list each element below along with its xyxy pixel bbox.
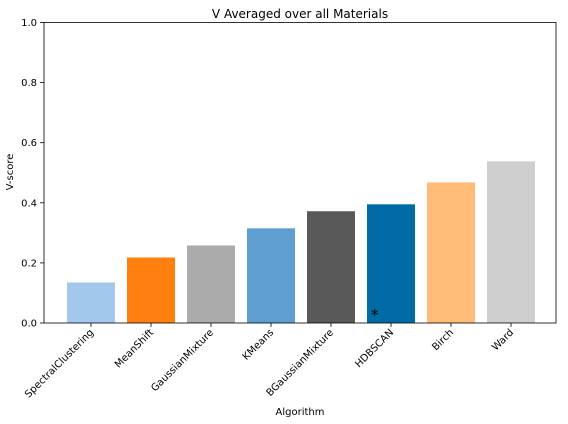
y-tick-label: 1.0 xyxy=(21,18,37,29)
y-axis-label: V-score xyxy=(5,154,16,191)
y-tick-label: 0.0 xyxy=(21,319,37,330)
plot-frame xyxy=(43,22,557,324)
x-axis: SpectralClustering MeanShiftGaussianMixtu… xyxy=(23,323,516,400)
y-tick-label: 0.8 xyxy=(21,78,37,89)
bar-bgaussianmixture xyxy=(307,211,355,323)
x-tick-label-ward: Ward xyxy=(490,327,516,353)
bar-hdbscan xyxy=(367,204,415,323)
x-tick-label-kmeans: KMeans xyxy=(241,327,276,362)
bar-gaussianmixture xyxy=(187,245,235,323)
y-tick-label: 0.6 xyxy=(21,138,37,149)
x-tick-label-hdbscan: HDBSCAN xyxy=(353,327,396,370)
bar-spectralclustering xyxy=(67,282,115,323)
x-tick-label-meanshift: MeanShift xyxy=(113,327,156,370)
y-axis: 0.0 0.2 0.4 0.6 0.8 1.0 xyxy=(21,18,44,330)
bars-group xyxy=(67,161,535,323)
bar-kmeans xyxy=(247,228,295,323)
x-tick-label-gaussianmixture: GaussianMixture xyxy=(149,327,216,394)
x-tick-label-spectralclustering: SpectralClustering xyxy=(23,327,96,400)
x-tick-label-bgaussianmixture: BGaussianMixture xyxy=(265,327,337,399)
y-tick-label: 0.2 xyxy=(21,258,37,269)
annotation-asterisk: * xyxy=(371,306,379,324)
x-axis-label: Algorithm xyxy=(276,407,325,418)
chart-title: V Averaged over all Materials xyxy=(212,7,388,21)
bar-meanshift xyxy=(127,257,175,323)
y-tick-label: 0.4 xyxy=(21,198,37,209)
annotations: * xyxy=(371,306,379,324)
bar-birch xyxy=(427,182,475,323)
x-tick-label-birch: Birch xyxy=(430,327,456,353)
bar-ward xyxy=(487,161,535,323)
